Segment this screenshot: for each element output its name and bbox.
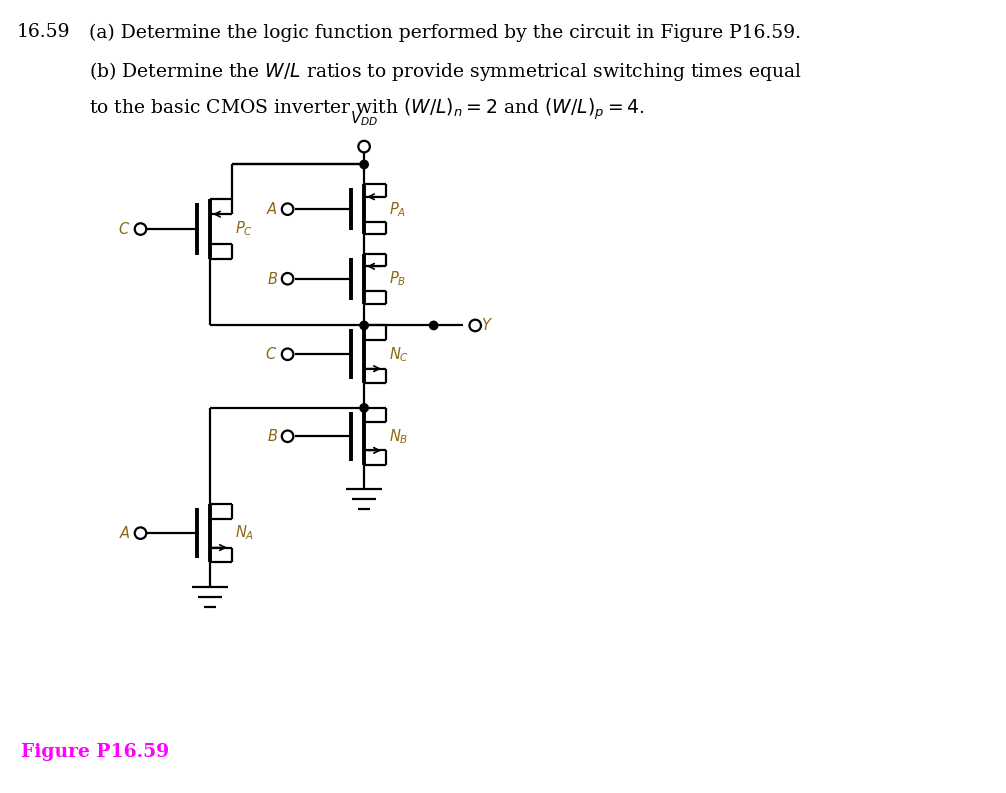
Text: to the basic CMOS inverter with $(W/L)_n = 2$ and $(W/L)_p = 4$.: to the basic CMOS inverter with $(W/L)_n… bbox=[89, 97, 645, 122]
Text: $A$: $A$ bbox=[119, 525, 131, 541]
Text: $Y$: $Y$ bbox=[481, 317, 493, 333]
Text: Figure P16.59: Figure P16.59 bbox=[21, 743, 169, 760]
Text: $V_{DD}$: $V_{DD}$ bbox=[350, 109, 378, 128]
Text: $N_B$: $N_B$ bbox=[389, 427, 408, 446]
Text: $A$: $A$ bbox=[266, 201, 278, 217]
Circle shape bbox=[360, 321, 368, 330]
Text: $N_C$: $N_C$ bbox=[389, 345, 409, 364]
Circle shape bbox=[430, 321, 438, 330]
Text: 16.59: 16.59 bbox=[16, 23, 69, 41]
Text: $P_C$: $P_C$ bbox=[235, 220, 253, 239]
Text: (b) Determine the $W/L$ ratios to provide symmetrical switching times equal: (b) Determine the $W/L$ ratios to provid… bbox=[89, 60, 802, 83]
Circle shape bbox=[360, 404, 368, 412]
Text: $B$: $B$ bbox=[267, 428, 278, 444]
Text: $P_B$: $P_B$ bbox=[389, 270, 406, 288]
Text: (a) Determine the logic function performed by the circuit in Figure P16.59.: (a) Determine the logic function perform… bbox=[89, 23, 801, 41]
Text: $B$: $B$ bbox=[267, 270, 278, 287]
Text: $P_A$: $P_A$ bbox=[389, 200, 406, 219]
Text: $C$: $C$ bbox=[266, 347, 278, 362]
Text: $C$: $C$ bbox=[119, 221, 131, 237]
Circle shape bbox=[360, 160, 368, 169]
Text: $N_A$: $N_A$ bbox=[235, 524, 255, 542]
